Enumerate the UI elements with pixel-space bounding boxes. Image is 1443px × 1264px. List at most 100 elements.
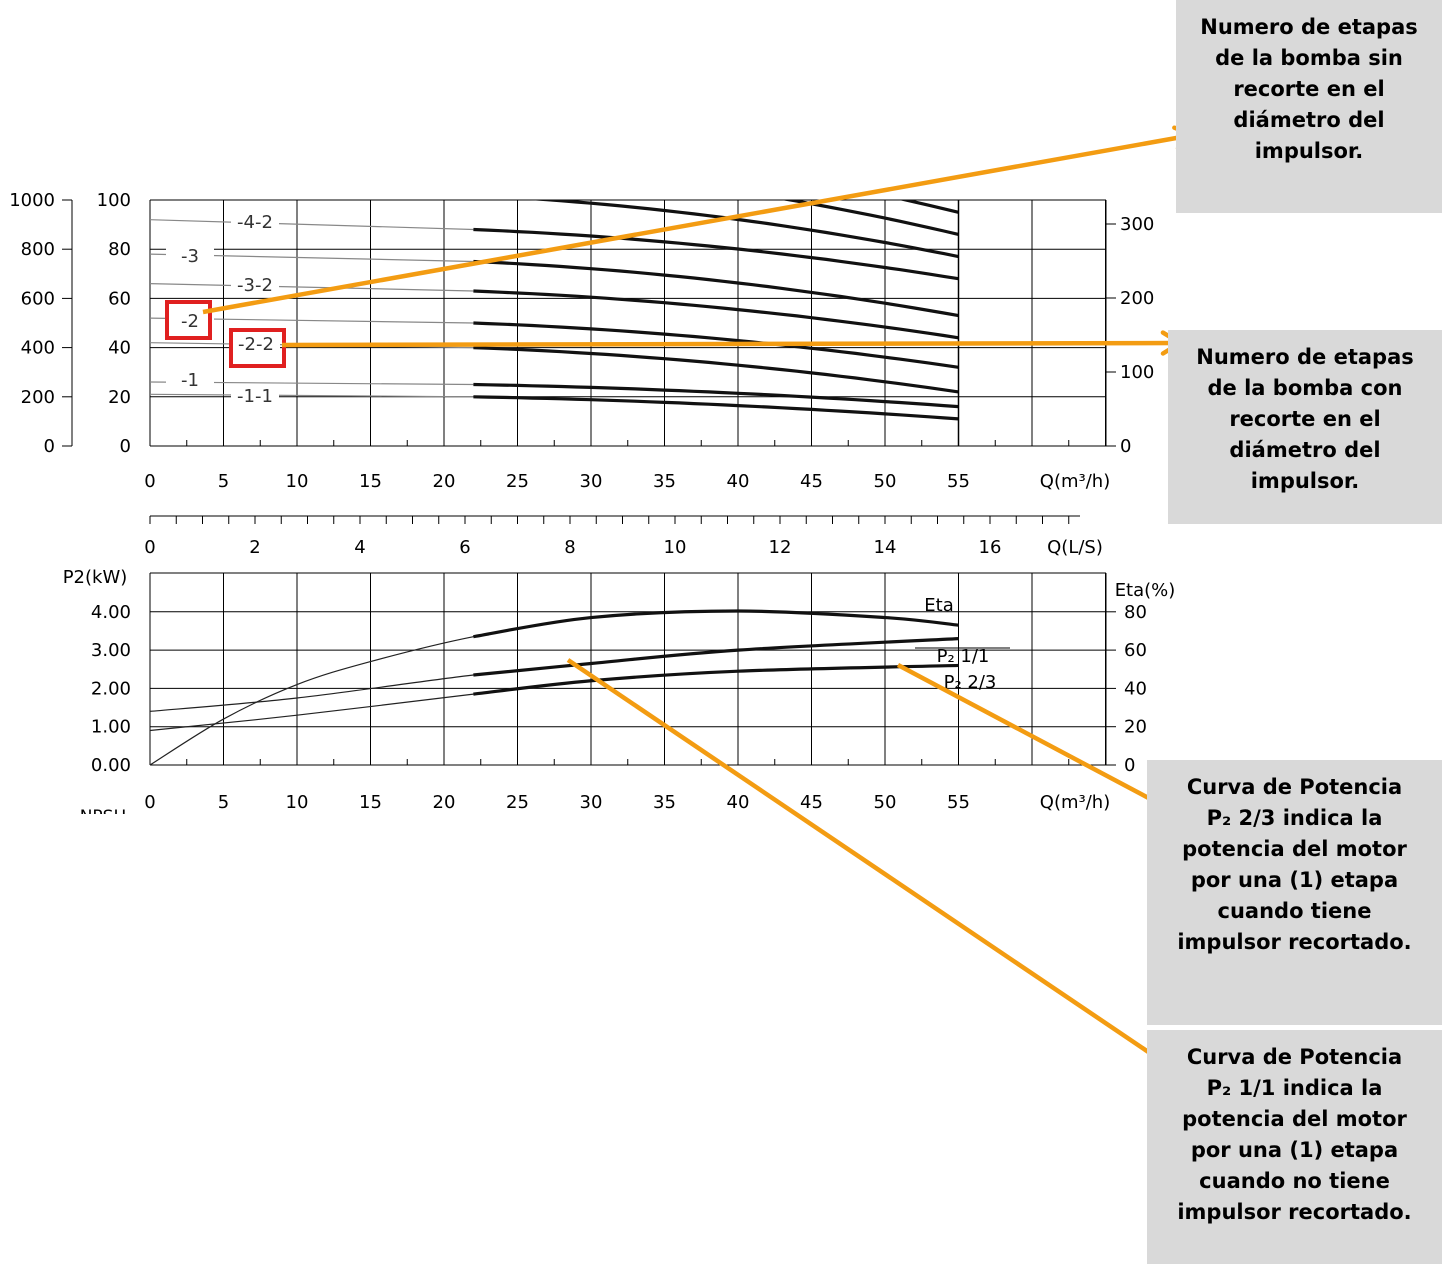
bottom-x-tick-label: 10: [286, 792, 309, 813]
stage-label: -1-1: [237, 386, 273, 407]
stage-label: -1: [181, 370, 199, 391]
bottom-y-tick-label: 2.00: [91, 678, 131, 699]
top-y-tick-label: 0: [120, 436, 131, 457]
top-curves: [150, 200, 960, 446]
outer-left-tick-label: 600: [21, 288, 55, 309]
top-x-tick-label: 55: [947, 471, 970, 492]
ls-tick-label: 14: [874, 537, 897, 558]
callout-stages-no-trim: Numero de etapas de la bomba sin recorte…: [1176, 0, 1442, 213]
series-line-thin: [150, 393, 474, 398]
callout-power-1-1: Curva de Potencia P₂ 1/1 indica la poten…: [1147, 1030, 1442, 1264]
callout-arrow-line: [566, 658, 1177, 1072]
top-x-tick-label: 15: [359, 471, 382, 492]
bottom-right-tick-label: 0: [1124, 755, 1135, 776]
bottom-right-tick-label: 40: [1124, 678, 1147, 699]
series-line-thin: [150, 219, 474, 231]
top-x-tick-label: 40: [727, 471, 750, 492]
extra-operating-curve: [529, 200, 959, 259]
top-right-tick-label: 0: [1120, 436, 1131, 457]
top-x-tick-label: 30: [580, 471, 603, 492]
outer-left-tick-label: 1000: [9, 190, 55, 211]
bottom-y-tick-label: 1.00: [91, 717, 131, 738]
bottom-x-tick-label: 30: [580, 792, 603, 813]
highlight-box-2: [165, 300, 212, 340]
top-x-tick-label: 25: [506, 471, 529, 492]
callout-arrow-line: [281, 340, 1181, 348]
ls-tick-label: 4: [354, 537, 365, 558]
stage-label-bg: [231, 275, 279, 295]
top-y-tick-label: 100: [97, 190, 131, 211]
bottom-series-thin: [149, 638, 959, 712]
top-y-tick-label: 60: [108, 288, 131, 309]
series-line: [473, 321, 959, 369]
bottom-x-tick-label: 25: [506, 792, 529, 813]
bottom-series-line: [473, 609, 959, 639]
ls-tick-label: 6: [459, 537, 470, 558]
outer-left-tick-label: 400: [21, 338, 55, 359]
bottom-y2-axis-label: Eta(%): [1115, 580, 1176, 601]
series-line: [473, 227, 959, 281]
series-line: [473, 259, 959, 318]
bottom-y-tick-label: 4.00: [91, 602, 131, 623]
ls-tick-label: 2: [249, 537, 260, 558]
bottom-x-tick-label: 15: [359, 792, 382, 813]
stage-label-bg: [231, 386, 279, 406]
ls-tick-label: 12: [769, 537, 792, 558]
top-x-tick-label: 35: [653, 471, 676, 492]
top-y-tick-label: 80: [108, 239, 131, 260]
p2-2-3-series-label: P₂ 2/3: [944, 672, 997, 693]
series-line: [473, 289, 959, 340]
bottom-right-tick-label: 20: [1124, 717, 1147, 738]
bottom-x-tick-label: 35: [653, 792, 676, 813]
callout-arrow-line: [202, 132, 1194, 315]
stage-label-bg: [231, 212, 279, 232]
npsh-mask: [60, 814, 150, 834]
stage-label: -2-2: [238, 334, 274, 355]
bottom-right-tick-label: 60: [1124, 640, 1147, 661]
top-right-tick-label: 200: [1120, 288, 1154, 309]
eta-series-label: Eta: [924, 595, 953, 616]
outer-left-tick-label: 200: [21, 387, 55, 408]
ls-tick-label: 0: [144, 537, 155, 558]
bottom-x-tick-label: 20: [433, 792, 456, 813]
stage-label: -2: [181, 311, 199, 332]
callout-power-2-3: Curva de Potencia P₂ 2/3 indica la poten…: [1147, 760, 1442, 1025]
stage-label-bg: [166, 370, 214, 390]
bottom-series-line: [473, 637, 959, 677]
p2-1-1-series-label: P₂ 1/1: [937, 646, 990, 667]
bottom-chart-grid: [149, 572, 1107, 766]
ls-axis-label: Q(L/S): [1047, 537, 1103, 558]
top-right-tick-label: 300: [1120, 214, 1154, 235]
stage-label: -3: [181, 246, 199, 267]
bottom-x-tick-label: 45: [800, 792, 823, 813]
stage-label-bg: [166, 311, 214, 331]
stage-label-bg: [166, 246, 214, 266]
outer-left-tick-label: 800: [21, 239, 55, 260]
bottom-x-axis-label: Q(m³/h): [1040, 792, 1110, 813]
bottom-x-tick-label: 50: [874, 792, 897, 813]
bottom-x-tick-label: 55: [947, 792, 970, 813]
ls-tick-label: 16: [979, 537, 1002, 558]
extra-operating-curve: [780, 200, 959, 236]
top-y-tick-label: 20: [108, 387, 131, 408]
top-x-tick-label: 20: [433, 471, 456, 492]
bottom-y-tick-label: 3.00: [91, 640, 131, 661]
top-right-tick-label: 100: [1120, 362, 1154, 383]
top-x-tick-label: 10: [286, 471, 309, 492]
top-y-tick-label: 40: [108, 338, 131, 359]
top-x-tick-label: 50: [874, 471, 897, 492]
bottom-series-thin: [149, 664, 959, 732]
bottom-x-tick-label: 0: [144, 792, 155, 813]
ls-tick-label: 8: [564, 537, 575, 558]
series-line: [473, 382, 959, 409]
outer-left-tick-label: 0: [44, 436, 55, 457]
top-x-axis-label: Q(m³/h): [1040, 471, 1110, 492]
top-x-tick-label: 0: [144, 471, 155, 492]
ls-tick-label: 10: [664, 537, 687, 558]
callout-stages-with-trim: Numero de etapas de la bomba con recorte…: [1168, 330, 1442, 524]
stage-label: -3-2: [237, 275, 273, 296]
series-line-thin: [150, 283, 474, 292]
stage-label-bg: [232, 334, 280, 354]
highlight-box-2-2: [229, 328, 286, 368]
